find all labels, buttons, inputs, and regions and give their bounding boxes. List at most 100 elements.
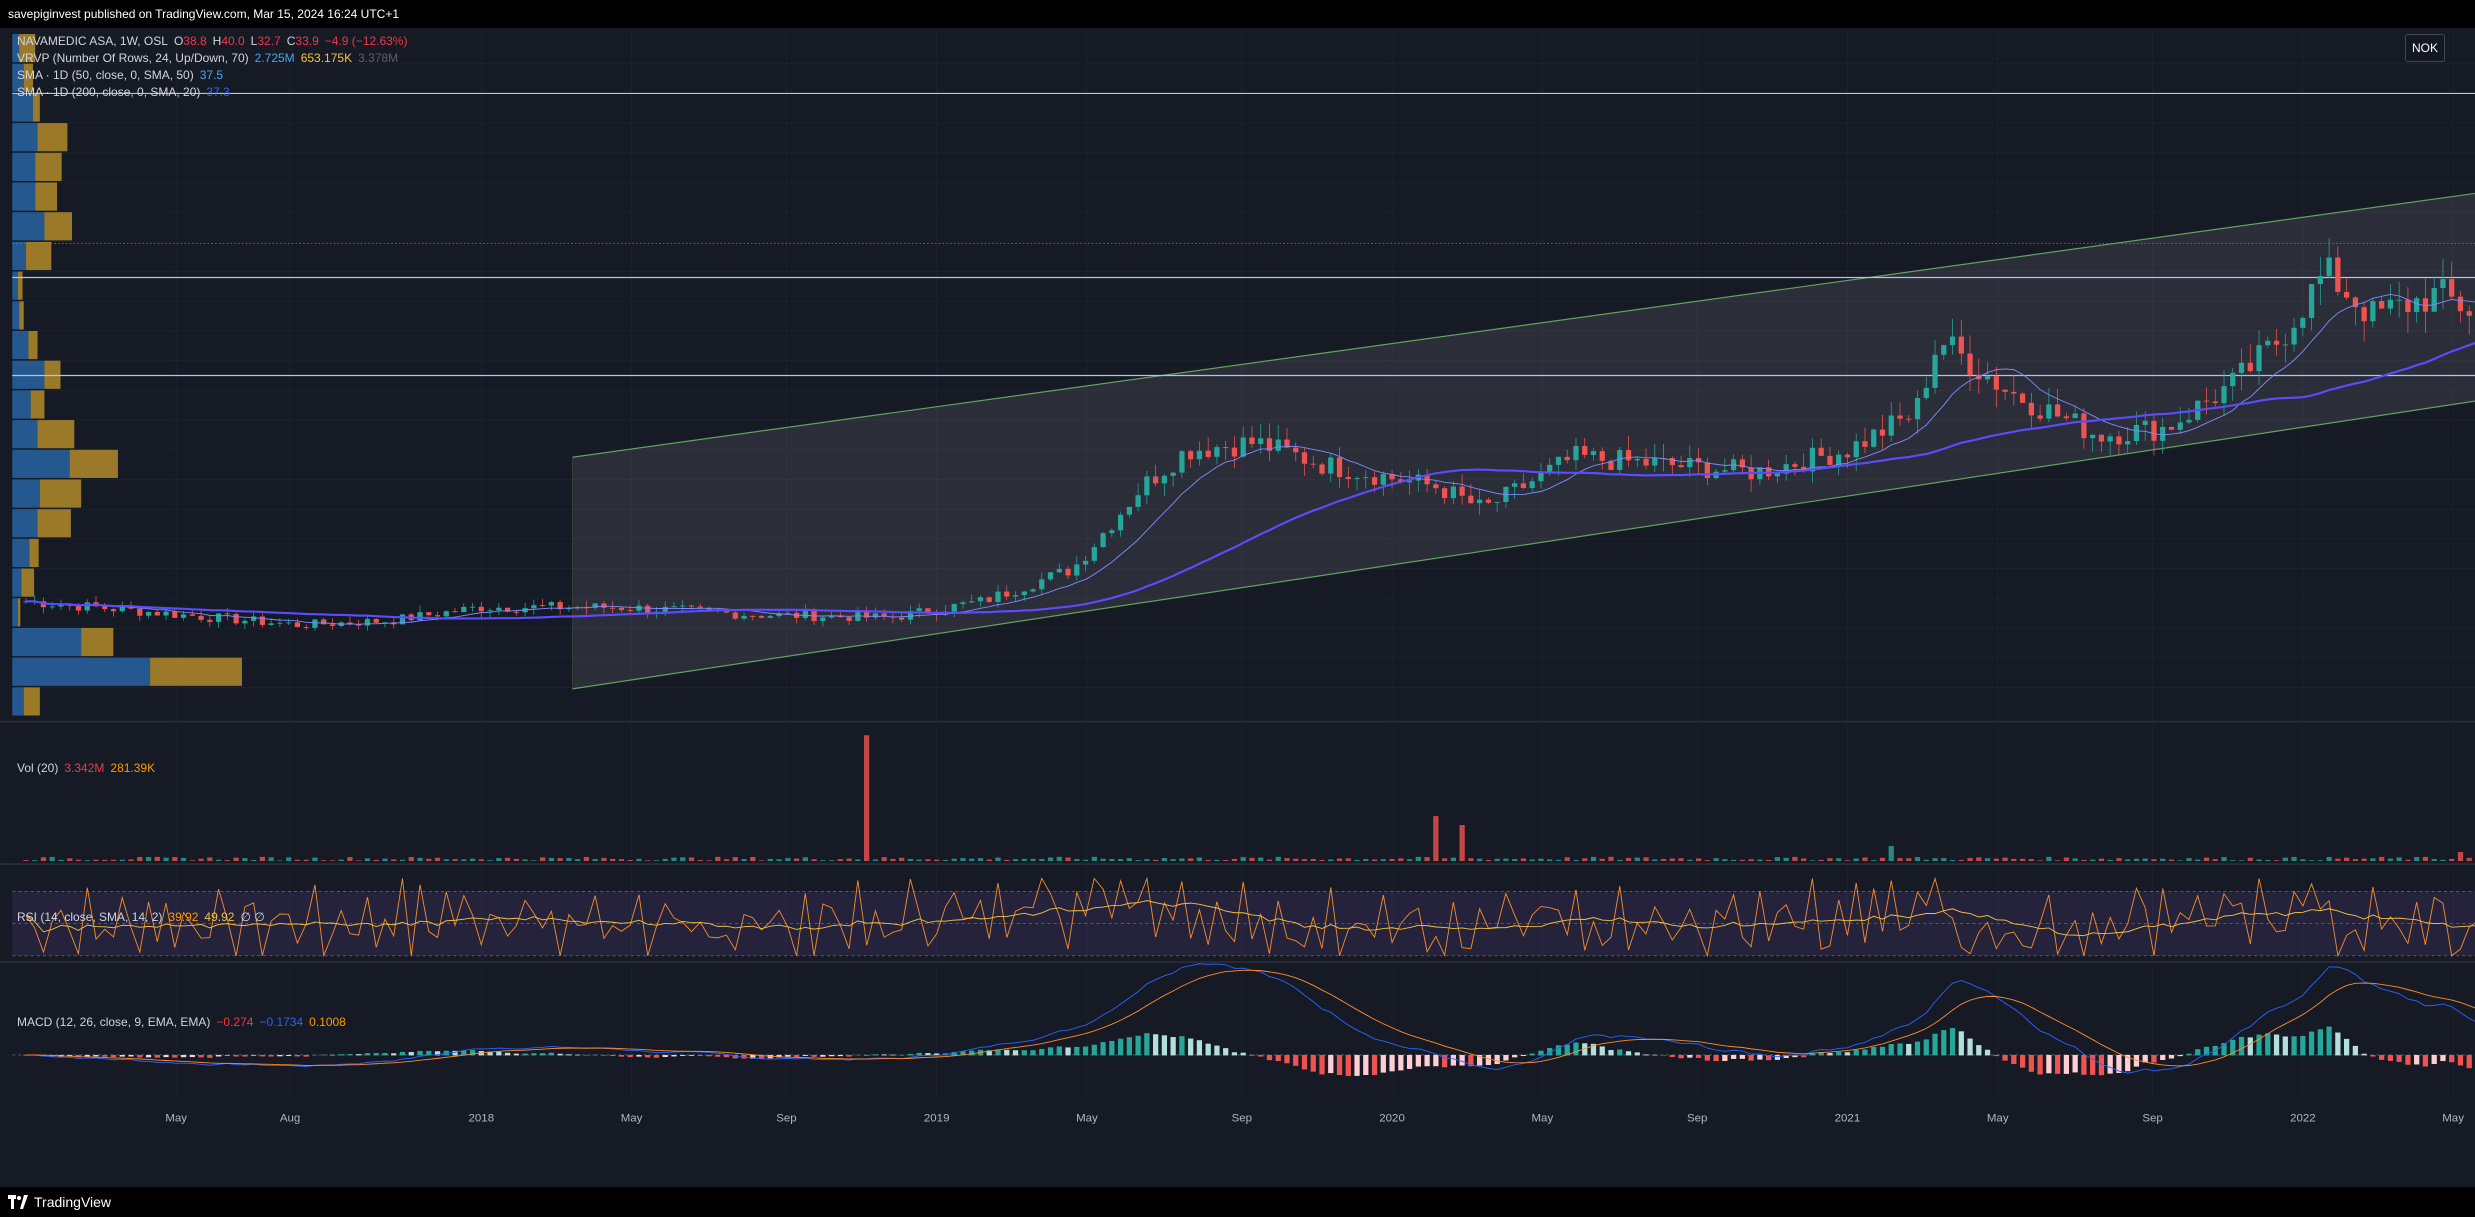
volume-bar: [207, 857, 213, 861]
macd-histogram-bar: [1976, 1045, 1982, 1056]
volume-bar: [1967, 857, 1973, 861]
candle-up: [2414, 298, 2420, 313]
macd-histogram-bar: [1669, 1054, 1675, 1057]
volume-bar: [2405, 859, 2411, 861]
volume-bar: [1678, 858, 1684, 861]
volume-bar: [1529, 859, 1535, 861]
candle-down: [1336, 457, 1343, 478]
candle-up: [399, 614, 406, 625]
moving-averages: [25, 293, 2475, 625]
volume-bar: [286, 857, 292, 861]
candle-up: [1214, 447, 1220, 457]
vp-up-bar: [12, 212, 45, 241]
macd-histogram-bar: [916, 1052, 922, 1056]
volume-bar: [382, 858, 388, 861]
candle-up: [469, 606, 476, 608]
macd-histogram-bar: [942, 1053, 949, 1056]
volume-bar: [294, 859, 301, 861]
macd-histogram-bar: [2405, 1054, 2411, 1065]
macd-histogram-bar: [2308, 1031, 2315, 1056]
volume-bar: [259, 856, 266, 861]
candle-down: [373, 618, 379, 623]
volume-bar: [93, 859, 99, 861]
rsi-pane: [12, 876, 2475, 958]
candle-up: [977, 597, 984, 602]
volume-bar: [102, 859, 108, 861]
macd-histogram-bar: [1494, 1054, 1500, 1065]
macd-histogram-bar: [837, 1054, 843, 1057]
macd-histogram-bar: [198, 1054, 204, 1058]
volume-bar: [2370, 858, 2376, 861]
volume-bar: [899, 857, 905, 861]
candle-down: [1599, 451, 1605, 461]
volume-bar: [1468, 858, 1474, 861]
volume-bar: [680, 857, 686, 861]
volume-bar: [1993, 858, 1999, 861]
macd-histogram-bar: [1336, 1054, 1343, 1076]
candle-up: [1450, 486, 1457, 499]
macd-histogram-bar: [224, 1054, 230, 1056]
volume-bar: [189, 860, 195, 861]
macd-histogram-bar: [2107, 1054, 2113, 1074]
candle-up: [1196, 450, 1203, 460]
macd-histogram-bar: [1634, 1052, 1640, 1056]
volume-bar: [872, 859, 879, 861]
candle-down: [1205, 450, 1211, 457]
volume-bar: [154, 856, 160, 861]
macd-histogram-bar: [1477, 1054, 1483, 1066]
volume-bar: [1722, 859, 1728, 861]
volume-bar: [2326, 856, 2332, 861]
volume-label: Vol (20): [17, 761, 59, 775]
candle-down: [2116, 436, 2122, 445]
price-legend: NAVAMEDIC ASA, 1W, OSL O38.8 H40.0 L32.7 C33…: [17, 34, 413, 48]
candle-up: [2221, 386, 2227, 404]
macd-histogram-bar: [2282, 1036, 2288, 1056]
volume-bar: [119, 859, 125, 861]
candle-down: [224, 613, 230, 615]
candle-down: [2247, 362, 2253, 372]
sma-fast-line: [25, 293, 2475, 625]
candle-down: [1906, 418, 1912, 420]
volume-bar: [1792, 856, 1798, 861]
rsi-ma-line: [25, 900, 2475, 937]
volume-bar: [1240, 857, 1246, 861]
time-tick-label: 2022: [2290, 1112, 2316, 1124]
volume-bar: [1853, 858, 1859, 861]
chart-canvas[interactable]: 44.031.625.033.905:27NAVA 4.006.008.0010…: [0, 28, 2475, 1187]
volume-bar: [2142, 858, 2148, 861]
vp-up-bar: [12, 627, 82, 657]
volume-bar: [802, 857, 808, 861]
volume-bar: [732, 857, 738, 861]
candle-up: [969, 601, 975, 603]
currency-button[interactable]: NOK: [2405, 34, 2445, 62]
candle-up: [2186, 419, 2192, 423]
volume-bar: [548, 857, 554, 861]
volume-bar: [2212, 859, 2218, 861]
candle-up: [855, 611, 861, 621]
macd-histogram-bar: [426, 1050, 432, 1056]
candle-up: [2072, 413, 2078, 419]
volume-bar: [864, 735, 870, 861]
macd-histogram-bar: [2142, 1054, 2148, 1063]
volume-bar: [2230, 860, 2236, 861]
candle-down: [986, 597, 992, 602]
candle-down: [557, 602, 563, 610]
volume-bar: [1214, 859, 1220, 861]
macd-histogram-bar: [1555, 1045, 1562, 1056]
volume-bar: [2054, 860, 2061, 861]
candle-up: [2317, 276, 2323, 285]
macd-histogram-bar: [2133, 1054, 2140, 1067]
macd-histogram-bar: [1844, 1052, 1851, 1056]
volume-bar: [461, 859, 467, 861]
macd-histogram-bar: [811, 1054, 817, 1057]
volume-bar: [531, 860, 537, 861]
macd-histogram-bar: [636, 1054, 642, 1057]
macd-histogram-bar: [2002, 1054, 2008, 1061]
volume-bar: [618, 859, 625, 861]
vp-up-bar: [12, 152, 36, 181]
macd-histogram-bar: [1590, 1043, 1597, 1056]
macd-histogram-bar: [1082, 1046, 1089, 1056]
candle-down: [1319, 464, 1325, 474]
candle-down: [1389, 474, 1395, 480]
macd-histogram-bar: [2046, 1054, 2052, 1074]
